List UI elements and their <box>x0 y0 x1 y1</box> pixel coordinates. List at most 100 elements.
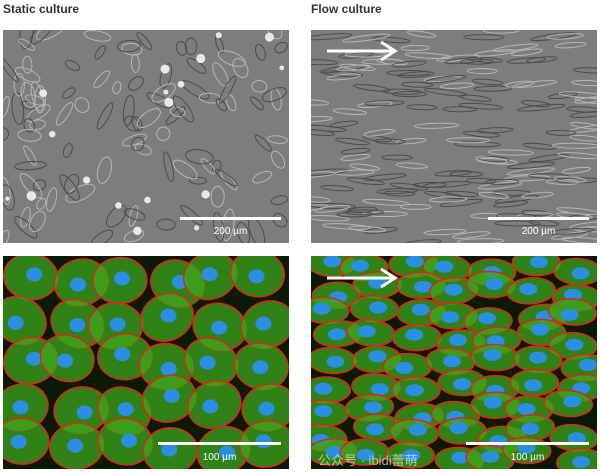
cell-mark <box>439 198 483 208</box>
cell-mark <box>510 48 543 57</box>
cell-mark <box>546 33 585 40</box>
cell-mark <box>558 91 597 99</box>
cell-mark <box>406 104 438 111</box>
cell-mark <box>3 229 10 243</box>
cell-mark <box>478 312 497 325</box>
cell-mark <box>351 259 370 272</box>
cell-mark <box>423 75 461 83</box>
cell-mark <box>451 451 470 464</box>
cell-mark <box>122 133 148 147</box>
cell-mark <box>26 351 43 366</box>
cell-mark <box>274 41 288 54</box>
cell-mark <box>340 153 371 161</box>
cell-mark <box>212 62 229 87</box>
cell-mark <box>74 97 90 113</box>
cell-mark <box>311 99 330 106</box>
cell-mark <box>473 85 513 92</box>
cell-mark <box>34 85 47 114</box>
cell-mark <box>517 403 536 416</box>
cell-mark <box>22 55 33 74</box>
cell-mark <box>477 181 523 190</box>
cell-mark <box>386 69 431 76</box>
cell-mark <box>484 178 520 185</box>
cell-mark <box>402 449 421 462</box>
cell-mark <box>18 38 35 51</box>
cell-mark <box>144 196 151 204</box>
cell-mark <box>553 176 587 183</box>
cell-mark <box>3 127 10 141</box>
cell-mark <box>478 156 510 163</box>
cell-mark <box>521 191 554 199</box>
cell-mark <box>494 194 539 204</box>
cell-mark <box>131 136 145 152</box>
cell-mark <box>481 450 500 463</box>
cell-mark <box>311 171 336 178</box>
cell-mark <box>314 405 333 418</box>
cell-mark <box>573 67 597 74</box>
cell-mark <box>404 52 452 60</box>
watermark: 公众号 · ibidi蕾萌 <box>318 453 418 468</box>
cell-mark <box>311 204 328 212</box>
cell-mark <box>169 106 186 118</box>
cell-mark <box>528 219 559 227</box>
cell-mark <box>122 94 135 126</box>
cell-mark <box>483 348 502 361</box>
cell-mark <box>405 256 424 268</box>
cell-mark <box>526 56 558 64</box>
cell-mark <box>551 231 589 240</box>
cell-mark <box>19 30 34 50</box>
cell-mark <box>569 221 597 229</box>
scale-label: 200 µm <box>521 226 556 237</box>
scale-label: 100 µm <box>510 452 545 463</box>
scale-bar <box>180 217 281 220</box>
cell-mark <box>459 94 492 102</box>
cell-mark <box>519 283 538 296</box>
cell-mark <box>444 190 479 198</box>
cell-mark <box>449 422 468 435</box>
cell-mark <box>405 328 424 341</box>
cell-mark <box>452 231 491 239</box>
cell-mark <box>248 269 265 284</box>
cell-mark <box>423 228 467 236</box>
cell-mark <box>357 325 376 338</box>
flow-fluorescence-image: 100 µm <box>311 256 597 469</box>
cell-mark <box>391 91 427 98</box>
cell-mark <box>413 181 447 188</box>
cell-mark <box>220 170 238 191</box>
cell-mark <box>199 355 216 370</box>
cell-mark <box>458 102 504 110</box>
cell-mark <box>36 197 47 210</box>
cell-mark <box>185 149 214 165</box>
cell-mark <box>369 301 388 314</box>
cell-mark <box>128 204 139 227</box>
cell-mark <box>453 141 501 148</box>
cell-mark <box>434 169 473 177</box>
cell-mark <box>459 58 495 65</box>
cell-mark <box>521 422 540 435</box>
cell-mark <box>159 63 173 89</box>
cell-mark <box>487 149 535 156</box>
cell-mark <box>57 353 74 368</box>
cell-mark <box>175 40 188 56</box>
cell-mark <box>121 42 143 56</box>
cell-mark <box>184 37 198 56</box>
cell-mark <box>336 211 374 218</box>
cell-mark <box>258 401 275 416</box>
cell-mark <box>395 137 427 145</box>
flow-direction-arrow-icon <box>327 40 398 62</box>
cell-mark <box>109 317 126 332</box>
cell-mark <box>456 238 505 243</box>
cell-mark <box>261 87 287 103</box>
cell-mark <box>327 328 346 341</box>
cell-mark <box>362 211 408 218</box>
cell-mark <box>335 137 370 146</box>
cell-mark <box>161 442 178 457</box>
cell-mark <box>325 445 344 458</box>
cell-mark <box>364 401 383 414</box>
cell-mark <box>177 80 185 88</box>
cell-mark <box>32 179 46 192</box>
cell-mark <box>7 315 24 330</box>
cell-mark <box>571 267 590 280</box>
cell-mark <box>399 203 432 210</box>
cell-mark <box>19 173 43 199</box>
